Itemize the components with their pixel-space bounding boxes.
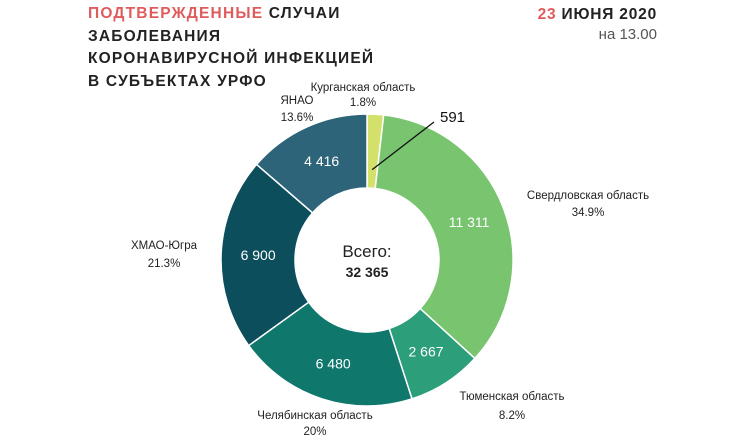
kurgan-leader-line bbox=[371, 121, 435, 171]
value-label-тюменская-область: 2 667 bbox=[408, 344, 443, 360]
percent-label-тюменская-область: 8.2% bbox=[499, 410, 525, 422]
percent-label-свердловская-область: 34.9% bbox=[572, 207, 605, 219]
title-line1-rest: СЛУЧАИ bbox=[268, 5, 341, 22]
value-label-хмао-югра: 6 900 bbox=[241, 247, 276, 263]
category-label-челябинская-область: Челябинская область bbox=[257, 410, 372, 422]
title-line-2: ЗАБОЛЕВАНИЯ bbox=[88, 27, 222, 45]
date-month-year: ИЮНЯ 2020 bbox=[561, 6, 657, 23]
value-label-свердловская-область: 11 311 bbox=[449, 214, 490, 230]
total-label: Всего: bbox=[342, 242, 391, 261]
title-highlight: ПОДТВЕРЖДЕННЫЕ bbox=[88, 5, 264, 22]
donut-slices bbox=[220, 113, 514, 407]
category-label-свердловская-область: Свердловская область bbox=[527, 190, 649, 202]
slice-value-labels: 591 11 311 2 667 6 480 6 900 4 416 bbox=[241, 109, 490, 372]
date-day: 23 bbox=[537, 6, 557, 23]
date-block: 23 ИЮНЯ 2020 на 13.00 bbox=[538, 4, 657, 44]
percent-label-янао: 13.6% bbox=[281, 112, 314, 124]
slice-свердловская-область bbox=[374, 114, 514, 360]
title-line-4: В СУБЪЕКТАХ УРФО bbox=[88, 72, 267, 90]
value-label-челябинская-область: 6 480 bbox=[316, 356, 351, 372]
slice-category-labels: Курганская область 1.8% Свердловская облас… bbox=[131, 82, 649, 438]
category-label-курганская-область: Курганская область bbox=[311, 82, 416, 94]
title-line-3: КОРОНАВИРУСНОЙ ИНФЕКЦИЕЙ bbox=[88, 50, 375, 67]
percent-label-челябинская-область: 20% bbox=[303, 426, 326, 438]
value-label-курганская-область: 591 bbox=[440, 109, 465, 126]
percent-label-курганская-область: 1.8% bbox=[350, 97, 376, 109]
slice-хмао-югра bbox=[220, 163, 314, 347]
slice-янао bbox=[255, 113, 368, 214]
category-label-янао: ЯНАО bbox=[281, 95, 314, 107]
category-label-тюменская-область: Тюменская область bbox=[459, 391, 564, 403]
value-label-янао: 4 416 bbox=[304, 153, 339, 169]
chart-title: ПОДТВЕРЖДЕННЫЕ СЛУЧАИ ЗАБОЛЕВАНИЯ КОРОНА… bbox=[88, 3, 374, 93]
title-line-1: ПОДТВЕРЖДЕННЫЕ СЛУЧАИ bbox=[88, 3, 374, 26]
category-label-хмао-югра: ХМАО-Югра bbox=[131, 240, 198, 252]
report-time: на 13.00 bbox=[598, 26, 657, 43]
date: 23 ИЮНЯ 2020 bbox=[538, 4, 657, 25]
slice-челябинская-область bbox=[247, 301, 413, 407]
total-value: 32 365 bbox=[346, 264, 389, 280]
percent-label-хмао-югра: 21.3% bbox=[148, 258, 181, 270]
